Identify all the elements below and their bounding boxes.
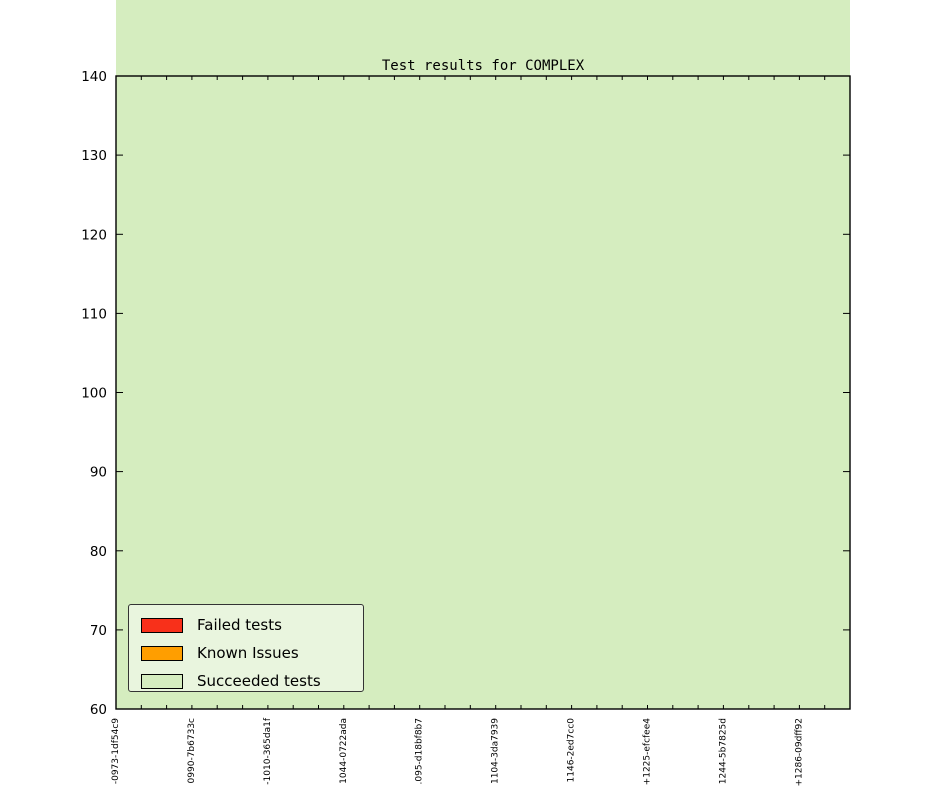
y-tick-label: 90 (90, 465, 107, 481)
y-tick-label: 130 (81, 148, 107, 164)
x-tick-label: .095-d18bf8b7 (415, 718, 425, 785)
legend-item-succeeded-tests: Succeeded tests (141, 669, 363, 694)
plot-frame (115, 75, 851, 710)
x-tick-label: -1010-365da1f (263, 717, 273, 785)
y-tick-label: 60 (90, 702, 107, 718)
x-tick-label: +1225-efcfee4 (643, 718, 653, 786)
legend-label: Succeeded tests (197, 672, 321, 690)
legend-label: Known Issues (197, 644, 299, 662)
area-succeeded-tests (116, 0, 850, 709)
legend-item-known-issues: Known Issues (141, 641, 363, 666)
legend-label: Failed tests (197, 616, 282, 634)
x-tick-label: 1104-3da7939 (491, 718, 501, 784)
legend: Failed tests Known Issues Succeeded test… (128, 604, 364, 692)
x-axis-tick-labels: -0973-1df54c9 0990-7b6733c -1010-365da1f 10… (111, 717, 804, 786)
y-tick-label: 100 (81, 386, 107, 402)
x-tick-label: 1244-5b7825d (718, 718, 728, 784)
legend-item-failed-tests: Failed tests (141, 613, 363, 638)
succeeded-tests-swatch (141, 674, 183, 689)
y-tick-label: 140 (81, 69, 107, 85)
chart-title: Test results for COMPLEX (382, 58, 585, 74)
y-tick-label: 120 (81, 227, 107, 243)
stacked-areas (116, 0, 850, 709)
y-tick-label: 80 (90, 544, 107, 560)
x-tick-label: -0973-1df54c9 (111, 718, 121, 784)
y-axis-tick-labels: 60 70 80 90 100 110 120 130 140 (81, 69, 107, 718)
known-issues-swatch (141, 646, 183, 661)
failed-tests-swatch (141, 618, 183, 633)
x-tick-label: 1044-0722ada (339, 718, 349, 784)
x-tick-label: +1286-09dff92 (794, 718, 804, 787)
y-tick-label: 70 (90, 623, 107, 639)
x-tick-label: 1146-2ed7cc0 (567, 718, 577, 783)
x-tick-label: 0990-7b6733c (187, 718, 197, 783)
y-tick-label: 110 (81, 306, 107, 322)
